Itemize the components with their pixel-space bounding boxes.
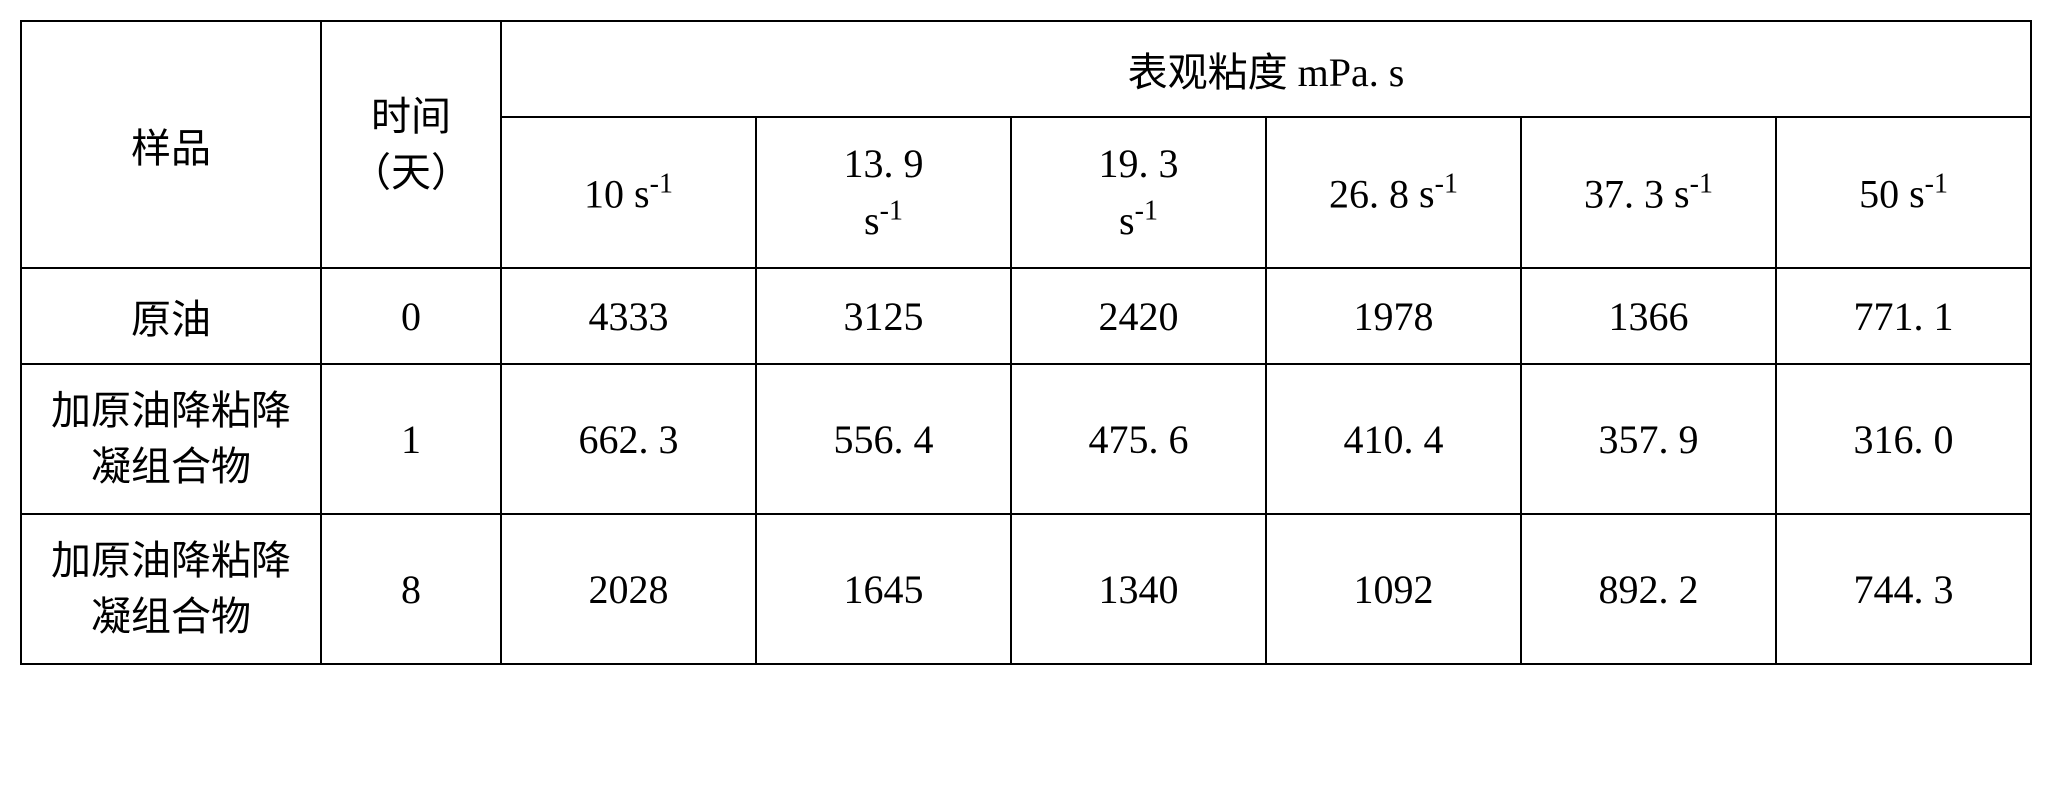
- rate-value: 50: [1859, 171, 1899, 216]
- rate-unit: s-1: [1909, 171, 1948, 216]
- viscosity-table: 样品 时间（天） 表观粘度 mPa. s 10 s-1 13. 9 s-1 19…: [20, 20, 2032, 665]
- cell-time: 0: [321, 268, 501, 364]
- rate-col-1: 13. 9 s-1: [756, 117, 1011, 268]
- table-row: 加原油降粘降凝组合物 8 2028 1645 1340 1092 892. 2 …: [21, 514, 2031, 664]
- cell-value: 744. 3: [1776, 514, 2031, 664]
- cell-value: 316. 0: [1776, 364, 2031, 514]
- cell-value: 1092: [1266, 514, 1521, 664]
- cell-value: 1340: [1011, 514, 1266, 664]
- header-sample: 样品: [21, 21, 321, 268]
- cell-value: 3125: [756, 268, 1011, 364]
- header-row-1: 样品 时间（天） 表观粘度 mPa. s: [21, 21, 2031, 117]
- cell-value: 4333: [501, 268, 756, 364]
- cell-value: 2028: [501, 514, 756, 664]
- cell-time: 8: [321, 514, 501, 664]
- cell-sample: 加原油降粘降凝组合物: [21, 514, 321, 664]
- rate-col-2: 19. 3 s-1: [1011, 117, 1266, 268]
- rate-unit: s-1: [634, 171, 673, 216]
- cell-value: 2420: [1011, 268, 1266, 364]
- rate-unit: s-1: [1419, 171, 1458, 216]
- header-time: 时间（天）: [321, 21, 501, 268]
- rate-value: 37. 3: [1584, 171, 1664, 216]
- cell-value: 662. 3: [501, 364, 756, 514]
- rate-col-4: 37. 3 s-1: [1521, 117, 1776, 268]
- rate-value: 26. 8: [1329, 171, 1409, 216]
- cell-sample: 加原油降粘降凝组合物: [21, 364, 321, 514]
- rate-col-5: 50 s-1: [1776, 117, 2031, 268]
- rate-value: 13. 9: [844, 141, 924, 186]
- cell-value: 892. 2: [1521, 514, 1776, 664]
- cell-value: 410. 4: [1266, 364, 1521, 514]
- cell-time: 1: [321, 364, 501, 514]
- rate-unit: s-1: [1119, 198, 1158, 243]
- cell-value: 1645: [756, 514, 1011, 664]
- rate-unit: s-1: [864, 198, 903, 243]
- rate-value: 19. 3: [1099, 141, 1179, 186]
- cell-value: 357. 9: [1521, 364, 1776, 514]
- header-viscosity-group: 表观粘度 mPa. s: [501, 21, 2031, 117]
- rate-unit: s-1: [1674, 171, 1713, 216]
- cell-value: 1978: [1266, 268, 1521, 364]
- cell-value: 556. 4: [756, 364, 1011, 514]
- table-row: 加原油降粘降凝组合物 1 662. 3 556. 4 475. 6 410. 4…: [21, 364, 2031, 514]
- cell-value: 475. 6: [1011, 364, 1266, 514]
- cell-value: 771. 1: [1776, 268, 2031, 364]
- table-row: 原油 0 4333 3125 2420 1978 1366 771. 1: [21, 268, 2031, 364]
- rate-col-3: 26. 8 s-1: [1266, 117, 1521, 268]
- rate-col-0: 10 s-1: [501, 117, 756, 268]
- cell-sample: 原油: [21, 268, 321, 364]
- cell-value: 1366: [1521, 268, 1776, 364]
- rate-value: 10: [584, 171, 624, 216]
